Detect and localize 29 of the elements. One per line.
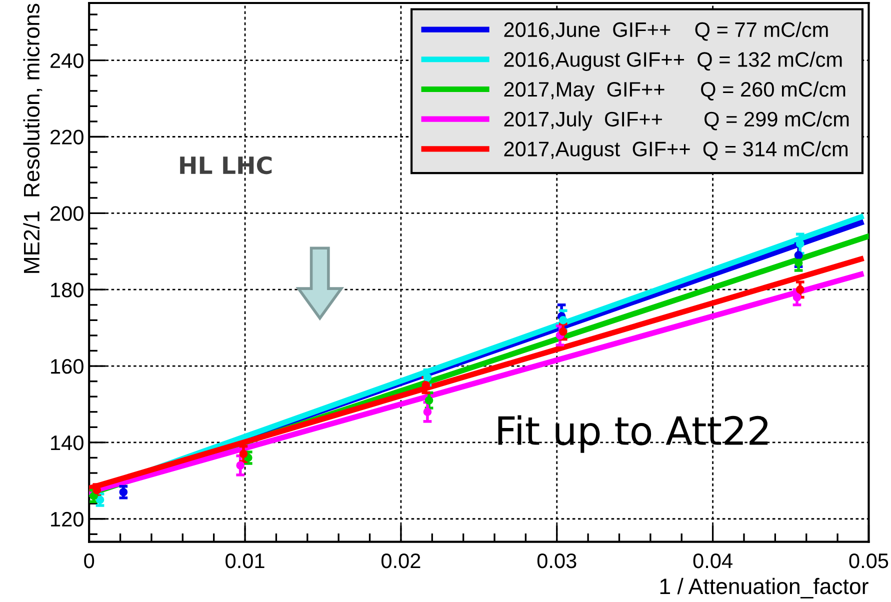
x-tick-label: 0.02 [381, 553, 420, 568]
point [96, 496, 104, 504]
point [792, 293, 802, 302]
x-axis-title: 1 / Attenuation_factor [660, 578, 868, 598]
x-tick-label: 0.04 [693, 553, 732, 568]
annotation: Fit up to Att22 [498, 415, 768, 453]
legend-label: 2017,July GIF++ Q = 299 mC/cm [504, 111, 849, 131]
y-tick-label: 200 [50, 206, 84, 221]
y-tick-label: 120 [51, 512, 84, 527]
point [119, 488, 128, 496]
y-axis-title: ME2/1 Resolution, microns [23, 4, 42, 273]
x-tick-label: 0 [84, 553, 94, 568]
x-tick-label: 0.03 [537, 553, 576, 568]
legend-label: 2017,May GIF++ Q = 260 mC/cm [504, 81, 846, 101]
legend-label: 2016,August GIF++ Q = 132 mC/cm [504, 52, 842, 72]
point [239, 450, 248, 458]
y-tick-label: 180 [51, 282, 84, 298]
y-tick-label: 220 [50, 130, 84, 145]
point [796, 285, 804, 294]
y-tick-label: 140 [51, 435, 84, 450]
legend-label: 2017,August GIF++ Q = 314 mC/cm [504, 141, 848, 161]
x-tick-label: 0.05 [849, 553, 888, 568]
y-tick-label: 240 [50, 53, 84, 68]
legend-label: 2016,June GIF++ Q = 77 mC/cm [504, 22, 828, 41]
annotation: HL LHC [180, 156, 272, 174]
y-tick-label: 160 [51, 359, 84, 374]
point [90, 492, 98, 500]
x-tick-label: 0.01 [226, 553, 264, 568]
point [236, 461, 245, 470]
